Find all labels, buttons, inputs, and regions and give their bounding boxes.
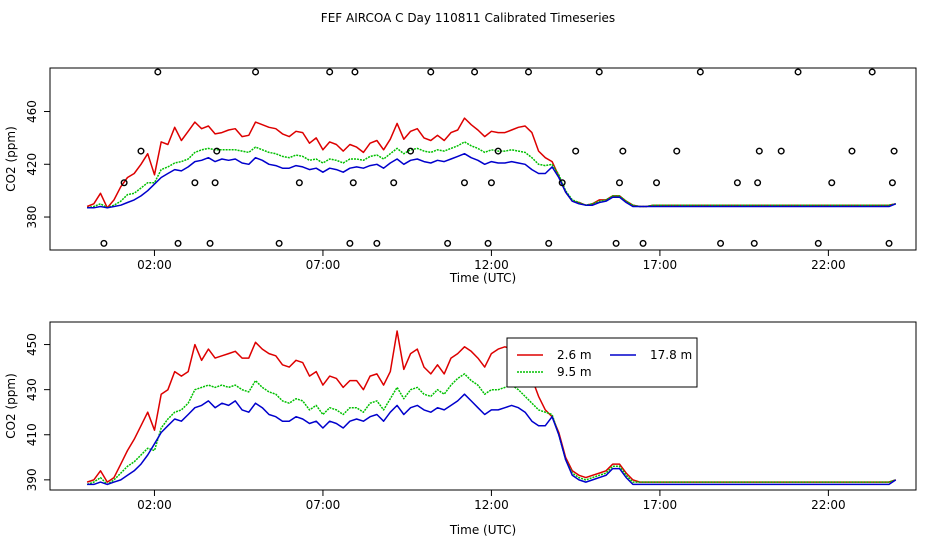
x-tick-label: 22:00 [811,258,846,272]
y-tick-label: 410 [25,423,39,446]
flask-sample-point [427,68,435,76]
flask-sample-point [717,239,725,247]
x-tick-label: 22:00 [811,498,846,512]
series-line-17-8m [87,152,897,209]
flask-sample-point [848,147,856,155]
flask-sample-point [794,68,802,76]
flask-sample-point [673,147,681,155]
flask-sample-point [390,179,398,187]
flask-sample-point [619,147,627,155]
series-line-2-6m [86,330,897,483]
series-line-9-5m [86,373,897,486]
flask-sample-point [275,239,283,247]
top-y-label: CO2 (ppm) [4,126,18,192]
y-tick-label: 390 [25,468,39,491]
flask-sample-point [777,147,785,155]
series-line-9-5m [86,141,896,209]
x-tick-label: 17:00 [643,258,678,272]
x-tick-label: 07:00 [306,498,341,512]
flask-sample-point [206,239,214,247]
flask-sample-point [733,179,741,187]
flask-sample-point [814,239,822,247]
flask-sample-point [615,179,623,187]
bottom-y-axis: 390 410 430 450 [25,333,50,491]
bottom-chart: 02:00 07:00 12:00 17:00 22:00 390 410 430 450 T… [4,321,917,537]
figure-title: FEF AIRCOA C Day 110811 Calibrated Times… [321,11,615,25]
top-plot-frame [49,67,917,251]
bottom-x-axis: 02:00 07:00 12:00 17:00 22:00 [137,490,846,512]
x-tick-label: 07:00 [306,258,341,272]
legend-label-17-8m: 17.8 m [650,348,692,362]
flask-sample-point [868,68,876,76]
flask-sample-point [154,68,162,76]
x-tick-label: 02:00 [137,258,172,272]
bottom-x-label: Time (UTC) [449,523,516,537]
top-x-axis: 02:00 07:00 12:00 17:00 22:00 [137,250,846,272]
legend-box [506,337,698,388]
top-x-label: Time (UTC) [449,271,516,285]
flask-sample-point [100,239,108,247]
flask-sample-point [444,239,452,247]
flask-sample-point [558,179,566,187]
flask-sample-point [174,239,182,247]
flask-sample-point [295,179,303,187]
flask-sample-point [754,179,762,187]
flask-sample-point [639,239,647,247]
x-tick-label: 02:00 [137,498,172,512]
series-line-2-6m [86,117,896,209]
legend: 2.6 m 9.5 m 17.8 m [506,337,698,388]
flask-sample-point [471,68,479,76]
flask-sample-point [373,239,381,247]
flask-sample-point [888,179,896,187]
x-tick-label: 12:00 [474,498,509,512]
flask-sample-point [545,239,553,247]
flask-sample-point [349,179,357,187]
flask-sample-point [612,239,620,247]
flask-sample-point [120,179,128,187]
flask-sample-point [326,68,334,76]
bottom-series-lines [86,330,897,486]
y-tick-label: 460 [25,100,39,123]
flask-sample-point [653,179,661,187]
flask-sample-point [696,68,704,76]
y-tick-label: 450 [25,333,39,356]
flask-sample-point [211,179,219,187]
flask-sample-point [351,68,359,76]
flask-sample-point [524,68,532,76]
series-line-17-8m [87,393,897,486]
flask-sample-point [137,147,145,155]
flask-sample-point [890,147,898,155]
x-tick-label: 17:00 [643,498,678,512]
flask-sample-point [191,179,199,187]
flask-sample-point [460,179,468,187]
top-flask-points [100,68,898,247]
top-series-lines [86,117,897,209]
flask-sample-point [494,147,502,155]
flask-sample-point [595,68,603,76]
bottom-plot-frame [49,321,917,491]
flask-sample-point [407,147,415,155]
flask-sample-point [572,147,580,155]
y-tick-label: 380 [25,206,39,229]
flask-sample-point [213,147,221,155]
flask-sample-point [755,147,763,155]
top-chart: 02:00 07:00 12:00 17:00 22:00 380 420 460 Time… [4,67,917,285]
flask-sample-point [828,179,836,187]
flask-sample-point [885,239,893,247]
y-tick-label: 420 [25,153,39,176]
flask-sample-point [487,179,495,187]
y-tick-label: 430 [25,378,39,401]
top-y-axis: 380 420 460 [25,100,50,228]
flask-sample-point [484,239,492,247]
x-tick-label: 12:00 [474,258,509,272]
bottom-y-label: CO2 (ppm) [4,373,18,439]
flask-sample-point [346,239,354,247]
legend-label-2-6m: 2.6 m [557,348,592,362]
flask-sample-point [750,239,758,247]
flask-sample-point [252,68,260,76]
legend-label-9-5m: 9.5 m [557,365,592,379]
